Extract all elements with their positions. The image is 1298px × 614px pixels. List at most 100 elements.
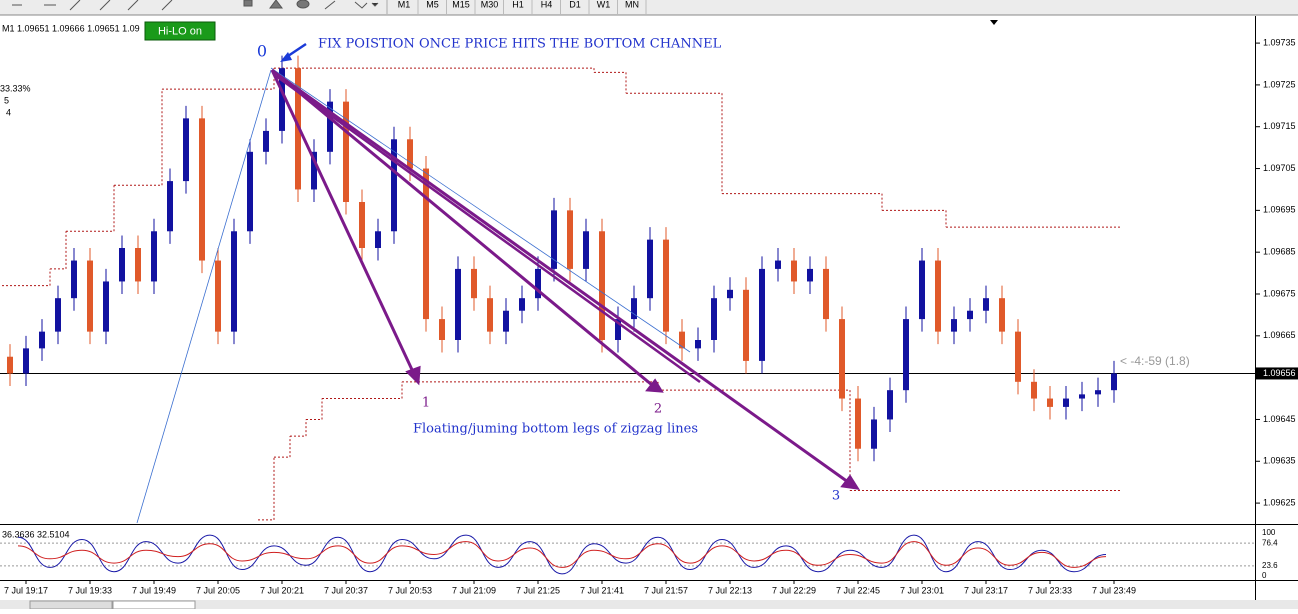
annotation: FIX POISTION ONCE PRICE HITS THE BOTTOM … — [318, 37, 722, 52]
timeframe-button[interactable]: M15 — [452, 0, 470, 9]
tool-icon[interactable] — [371, 2, 379, 7]
timeframe-button[interactable]: W1 — [597, 0, 611, 9]
x-tick-label: 7 Jul 20:53 — [388, 585, 432, 595]
tool-icon[interactable] — [324, 0, 336, 10]
drawing-tools — [12, 0, 379, 11]
x-tick-label: 7 Jul 19:49 — [132, 585, 176, 595]
candle-body — [327, 101, 333, 152]
candle-body — [423, 168, 429, 320]
trend-line — [270, 67, 691, 353]
x-tick-label: 7 Jul 19:33 — [68, 585, 112, 595]
annotation: 1 — [422, 396, 430, 411]
arrow-head — [840, 474, 861, 490]
timeframe-button[interactable]: M30 — [481, 0, 499, 9]
hilo-button[interactable] — [144, 21, 216, 41]
candle-body — [247, 151, 253, 232]
candle-body — [919, 260, 925, 320]
candle-body — [1015, 331, 1021, 382]
candle-body — [471, 268, 477, 299]
candle-body — [311, 151, 317, 190]
annotations: M1 1.09651 1.09666 1.09651 1.09 33.33% 5 4 0… — [0, 23, 840, 503]
tool-icon[interactable] — [296, 0, 310, 9]
zigzag-arrow — [273, 70, 849, 484]
x-tick-label: 7 Jul 23:33 — [1028, 585, 1072, 595]
candle-body — [231, 231, 237, 332]
y-tick-label: 1.09695 — [1263, 205, 1296, 215]
x-tick-label: 7 Jul 22:29 — [772, 585, 816, 595]
x-tick-label: 7 Jul 20:37 — [324, 585, 368, 595]
timeframe-button[interactable]: H4 — [541, 0, 553, 9]
arrow-head — [405, 365, 421, 386]
chart-tab[interactable] — [112, 600, 196, 610]
candle-body — [583, 231, 589, 269]
candle-body — [87, 260, 93, 332]
candle-body — [23, 348, 29, 374]
indicator-value: 5 — [4, 95, 9, 105]
annotation-lines — [136, 42, 861, 524]
bid-label: 1.09656 — [1263, 368, 1296, 378]
candle-body — [871, 419, 877, 449]
candle-body — [151, 231, 157, 282]
tool-icon[interactable] — [127, 0, 139, 11]
x-tick-label: 7 Jul 23:01 — [900, 585, 944, 595]
timeframe-button[interactable]: H1 — [512, 0, 524, 9]
timeframe-button[interactable]: MN — [625, 0, 639, 9]
tool-icon[interactable] — [99, 0, 111, 11]
timeframe-button[interactable]: M1 — [398, 0, 411, 9]
x-tick-label: 7 Jul 21:57 — [644, 585, 688, 595]
x-tick-label: 7 Jul 21:41 — [580, 585, 624, 595]
candle-body — [71, 260, 77, 299]
candle-body — [615, 319, 621, 340]
candle-body — [727, 289, 733, 299]
y-tick-label: 1.09715 — [1263, 121, 1296, 131]
candle-body — [567, 210, 573, 269]
annotation: 2 — [654, 402, 662, 417]
x-tick-label: 7 Jul 23:17 — [964, 585, 1008, 595]
tool-icon[interactable] — [69, 0, 81, 11]
indicator-value: 4 — [6, 107, 11, 117]
tool-icon[interactable] — [269, 0, 283, 9]
candle-body — [7, 356, 13, 374]
x-tick-label: 7 Jul 20:05 — [196, 585, 240, 595]
tool-icon[interactable] — [161, 0, 173, 11]
y-tick-label: 1.09725 — [1263, 79, 1296, 89]
candle-body — [1047, 398, 1053, 407]
oscillator-label: 36.3636 32.5104 — [2, 529, 70, 539]
candle-body — [823, 268, 829, 320]
candle-body — [743, 289, 749, 361]
timeframe-button[interactable]: M5 — [426, 0, 439, 9]
candle-body — [999, 298, 1005, 332]
candle-body — [519, 298, 525, 311]
x-tick-label: 7 Jul 21:09 — [452, 585, 496, 595]
y-tick-label: 1.09705 — [1263, 163, 1296, 173]
shift-marker — [990, 20, 998, 25]
arrow-head — [645, 378, 664, 393]
x-tick-label: 7 Jul 21:25 — [516, 585, 560, 595]
candle-body — [903, 319, 909, 391]
y-tick-label: 1.09735 — [1263, 37, 1296, 47]
candle-body — [951, 319, 957, 332]
candle-body — [759, 268, 765, 361]
trend-line — [136, 69, 272, 524]
candle-body — [103, 281, 109, 332]
timeframe-bar: M1 M5 M15 M30 H1 H4 D1 W1 MN — [398, 0, 647, 14]
osc-tick-label: 23.6 — [1262, 561, 1278, 570]
tool-icon[interactable] — [354, 1, 368, 9]
chart-tab[interactable] — [29, 600, 113, 610]
chart-info: M1 1.09651 1.09666 1.09651 1.09 — [2, 23, 140, 33]
bid-label-box — [1256, 367, 1298, 380]
candle-body — [599, 231, 605, 340]
candle-body — [391, 139, 397, 232]
tool-icon[interactable] — [243, 0, 253, 7]
hilo-button-label[interactable]: Hi-LO on — [158, 25, 202, 37]
candle-body — [807, 268, 813, 282]
candle-body — [775, 260, 781, 269]
candle-body — [167, 181, 173, 232]
candle-body — [1031, 381, 1037, 399]
candle-body — [535, 268, 541, 299]
candle-body — [359, 202, 365, 248]
timeframe-button[interactable]: D1 — [569, 0, 581, 9]
y-tick-label: 1.09645 — [1263, 414, 1296, 424]
candle-body — [631, 298, 637, 320]
candle-body — [663, 239, 669, 332]
